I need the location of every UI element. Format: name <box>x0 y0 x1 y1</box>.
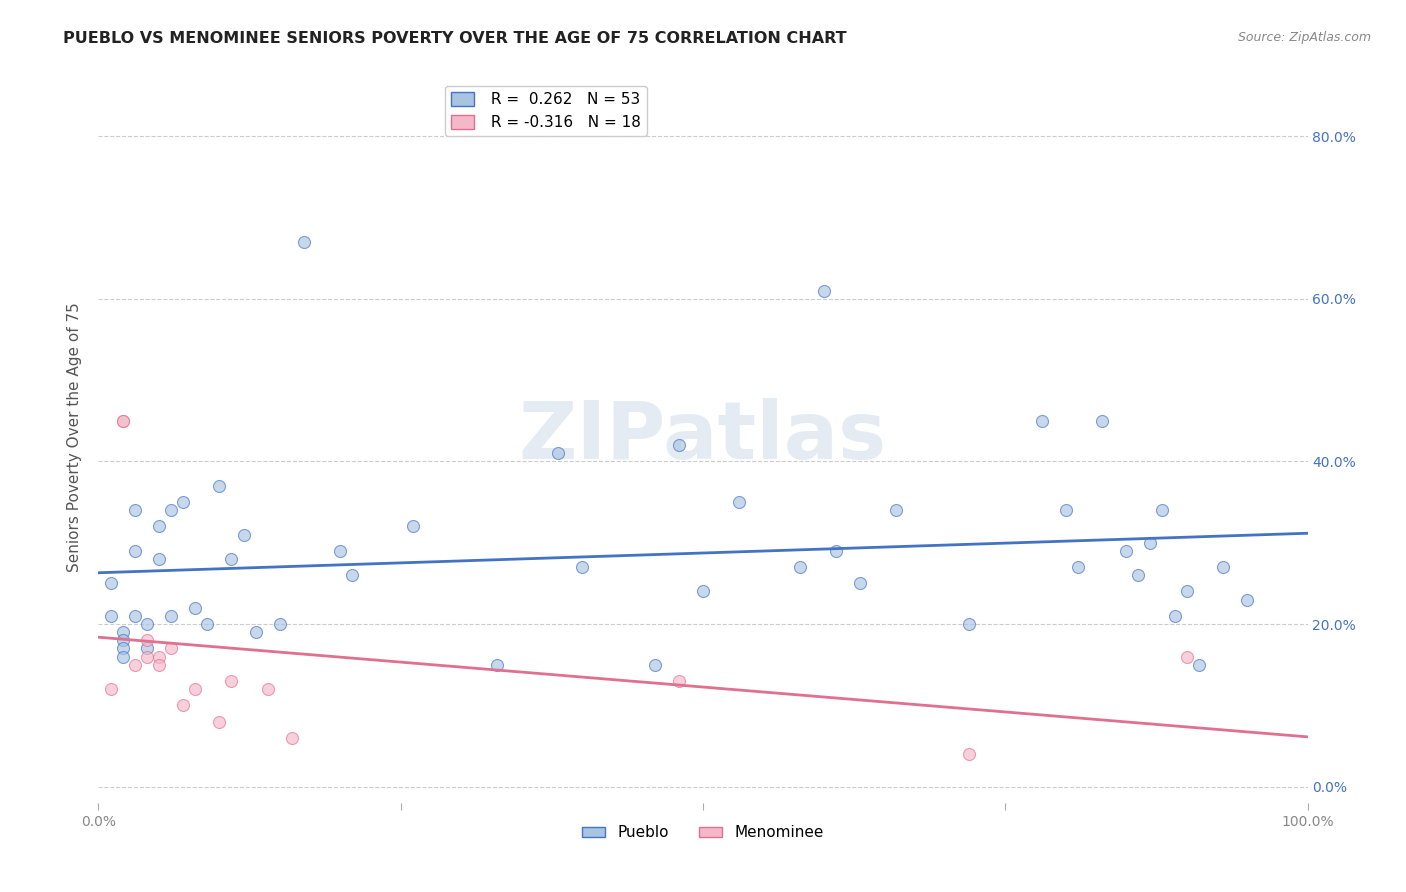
Point <box>886 503 908 517</box>
Point <box>1115 544 1137 558</box>
Point <box>402 519 425 533</box>
Point <box>668 438 690 452</box>
Point <box>111 414 134 428</box>
Point <box>100 576 122 591</box>
Point <box>1236 592 1258 607</box>
Point <box>957 747 980 761</box>
Point <box>111 625 134 640</box>
Y-axis label: Seniors Poverty Over the Age of 75: Seniors Poverty Over the Age of 75 <box>67 302 83 572</box>
Point <box>329 544 352 558</box>
Point <box>100 681 122 696</box>
Point <box>692 584 714 599</box>
Point <box>1175 584 1198 599</box>
Point <box>342 568 364 582</box>
Point <box>256 681 278 696</box>
Point <box>1212 560 1234 574</box>
Point <box>1054 503 1077 517</box>
Point <box>245 625 267 640</box>
Point <box>232 527 254 541</box>
Point <box>1091 414 1114 428</box>
Point <box>160 503 183 517</box>
Point <box>184 600 207 615</box>
Point <box>1163 608 1185 623</box>
Text: ZIPatlas: ZIPatlas <box>519 398 887 476</box>
Point <box>957 617 980 632</box>
Text: PUEBLO VS MENOMINEE SENIORS POVERTY OVER THE AGE OF 75 CORRELATION CHART: PUEBLO VS MENOMINEE SENIORS POVERTY OVER… <box>63 31 846 46</box>
Point <box>1128 568 1150 582</box>
Point <box>135 633 157 648</box>
Point <box>148 519 170 533</box>
Point <box>160 641 183 656</box>
Point <box>269 617 291 632</box>
Point <box>1152 503 1174 517</box>
Point <box>124 503 146 517</box>
Point <box>111 414 134 428</box>
Point <box>160 608 183 623</box>
Point <box>281 731 304 745</box>
Point <box>111 633 134 648</box>
Point <box>221 673 243 688</box>
Point <box>148 649 170 664</box>
Point <box>100 608 122 623</box>
Point <box>644 657 666 672</box>
Point <box>208 714 231 729</box>
Point <box>135 617 157 632</box>
Point <box>124 657 146 672</box>
Point <box>292 235 315 249</box>
Point <box>135 649 157 664</box>
Point <box>148 657 170 672</box>
Point <box>486 657 509 672</box>
Point <box>1175 649 1198 664</box>
Point <box>668 673 690 688</box>
Point <box>547 446 569 460</box>
Point <box>1139 535 1161 549</box>
Point <box>124 608 146 623</box>
Point <box>849 576 872 591</box>
Point <box>1067 560 1090 574</box>
Point <box>571 560 593 574</box>
Point <box>111 649 134 664</box>
Point <box>1031 414 1053 428</box>
Point <box>789 560 811 574</box>
Point <box>135 641 157 656</box>
Point <box>111 641 134 656</box>
Point <box>124 544 146 558</box>
Point <box>1188 657 1211 672</box>
Point <box>208 479 231 493</box>
Point <box>728 495 751 509</box>
Point <box>172 495 194 509</box>
Text: Source: ZipAtlas.com: Source: ZipAtlas.com <box>1237 31 1371 45</box>
Point <box>813 284 835 298</box>
Point <box>221 552 243 566</box>
Legend: Pueblo, Menominee: Pueblo, Menominee <box>576 819 830 847</box>
Point <box>148 552 170 566</box>
Point <box>195 617 218 632</box>
Point <box>172 698 194 713</box>
Point <box>184 681 207 696</box>
Point <box>825 544 848 558</box>
